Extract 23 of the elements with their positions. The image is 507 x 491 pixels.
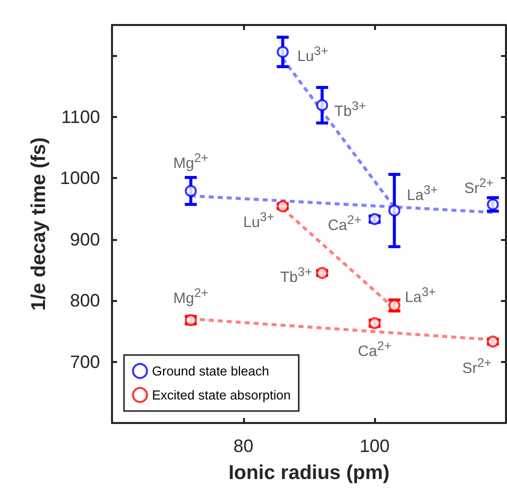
annotation: Mg$^{2+}$ — [173, 150, 208, 173]
annotation: Lu$^{3+}$ — [297, 42, 328, 66]
annotation: Mg$^{2+}$ — [173, 285, 208, 308]
legend-label: Excited state absorption — [152, 388, 291, 402]
x-tick-label: 80 — [233, 436, 254, 456]
y-tick-label: 900 — [70, 229, 100, 250]
y-tick-label: 800 — [70, 290, 100, 311]
annotation: Tb$^{3+}$ — [334, 98, 366, 122]
annotation: Ca$^{2+}$ — [358, 338, 392, 362]
y-tick-label: 1000 — [60, 168, 100, 188]
annotation: La$^{3+}$ — [406, 182, 438, 205]
annotation: Tb$^{3+}$ — [280, 264, 312, 287]
annotation: La$^{3+}$ — [404, 284, 436, 308]
x-axis-title: Ionic radius (pm) — [228, 462, 390, 484]
annotation: Sr$^{2+}$ — [462, 354, 492, 378]
y-tick-label: 700 — [70, 352, 100, 372]
annotation: Ca$^{2+}$ — [328, 212, 362, 236]
annotation: Lu$^{3+}$ — [243, 209, 274, 232]
annotation: Sr$^{2+}$ — [464, 175, 494, 198]
legend-label: Ground state bleach — [152, 364, 270, 378]
x-tick-label: 100 — [360, 436, 390, 456]
y-tick-label: 1100 — [61, 106, 100, 127]
y-axis-title: 1/e decay time (fs) — [28, 137, 50, 311]
